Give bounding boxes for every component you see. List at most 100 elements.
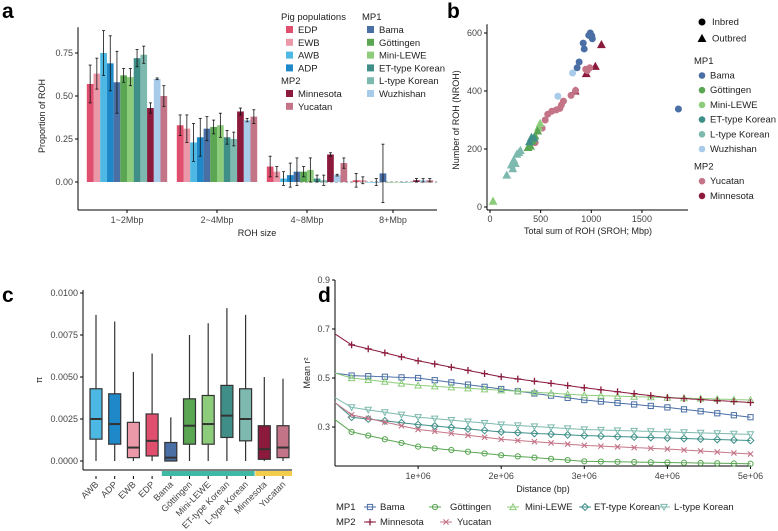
bar-Göttingen <box>386 182 393 183</box>
x-axis-title: Distance (bp) <box>516 484 570 494</box>
y-tick-label: 0.25 <box>55 134 73 144</box>
marker-Mini-LEWE <box>513 387 522 395</box>
point-Minnesota <box>596 39 606 49</box>
marker-Bama <box>747 414 754 421</box>
marker-Minnesota <box>381 349 389 357</box>
legend-label: Minnesota <box>380 517 425 528</box>
group-band-MP2 <box>255 471 292 476</box>
box-Yucatan <box>276 425 290 459</box>
point-Minnesota <box>590 61 600 70</box>
box-ADP <box>108 393 122 445</box>
panel-a-bar-chart: 0.00 0.25 0.50 0.75 1~2Mbp 2~4Mbp 4~8Mbp 8+Mbp R… <box>37 12 445 238</box>
marker-ET-type Korean <box>530 429 539 438</box>
y-tick-label: 400 <box>467 86 482 96</box>
marker-Göttingen <box>680 459 688 466</box>
marker-L-type Korean <box>680 429 688 437</box>
x-tick-label: 4~8Mbp <box>291 215 324 225</box>
marker-ET-type Korean <box>696 434 705 444</box>
point-Wuzhishan <box>569 69 577 77</box>
marker-Mini-LEWE <box>596 391 605 399</box>
y-tick-label: 200 <box>467 144 482 154</box>
marker-ET-type Korean <box>563 430 572 439</box>
legend-label: L-type Korean <box>674 502 734 513</box>
marker-Minnesota <box>630 390 638 398</box>
point-Yucatan <box>544 110 552 118</box>
line-Bama <box>334 372 751 418</box>
legend-label: Wuzhishan <box>379 89 426 100</box>
legend-swatch-Göttingen <box>367 38 374 46</box>
panel-letter-b: b <box>447 0 460 23</box>
bar-Yucatan <box>250 116 258 182</box>
point-Yucatan <box>572 86 580 94</box>
bar-L-type Korean <box>230 139 238 182</box>
point-Bama <box>585 31 593 39</box>
marker-Bama <box>697 408 704 415</box>
line-ET-type Korean <box>334 402 751 441</box>
legend-swatch-EWB <box>286 38 293 46</box>
marker-L-type Korean <box>746 431 755 439</box>
legend-label: Bama <box>380 502 406 513</box>
legend-dot-Mini-LEWE <box>698 101 706 109</box>
bar-Wuzhishan <box>153 78 161 182</box>
marker-Bama <box>365 373 372 380</box>
marker-L-type Korean <box>530 423 539 431</box>
legend-swatch-L-type Korean <box>367 77 374 85</box>
marker-L-type Korean <box>513 422 522 430</box>
marker-ET-type Korean <box>679 434 689 443</box>
point-Mini-LEWE <box>488 196 498 205</box>
legend-title: MP1 <box>336 502 356 513</box>
bar-Yucatan <box>340 163 348 182</box>
x-tick-label: ADP <box>99 479 119 499</box>
marker-Mini-LEWE <box>630 392 639 400</box>
marker-Mini-LEWE <box>646 392 655 401</box>
legend-dot-Göttingen <box>698 86 706 94</box>
marker-Mini-LEWE <box>547 389 556 397</box>
bar-EDP <box>86 83 94 182</box>
marker-L-type Korean <box>397 411 406 419</box>
marker-L-type Korean <box>414 414 423 422</box>
bar-Yucatan <box>160 96 168 182</box>
marker-Göttingen <box>464 448 472 455</box>
legend-label: Yucatan <box>298 102 332 113</box>
box-ET-type Korean <box>220 384 234 439</box>
legend-label: Minnesota <box>710 191 755 202</box>
marker-Minnesota <box>547 380 555 387</box>
marker-Mini-LEWE <box>613 391 622 400</box>
marker-L-type Korean <box>663 428 672 437</box>
bar-L-type Korean <box>406 182 414 183</box>
legend-swatch-AWB <box>286 51 293 59</box>
y-axis-title: Mean r² <box>302 357 312 388</box>
marker-Minnesota <box>647 392 655 400</box>
box-Bama <box>164 441 178 462</box>
point-Bama <box>573 64 581 72</box>
marker-Mini-LEWE <box>463 384 472 392</box>
x-tick-label: 2~4Mbp <box>201 215 234 225</box>
bar-EWB <box>183 128 191 182</box>
panel-letter-a: a <box>2 0 14 23</box>
marker-L-type Korean <box>430 415 439 423</box>
legend-label: Göttingen <box>710 85 751 96</box>
legend-title: MP2 <box>281 76 301 87</box>
bar-ADP <box>106 63 114 182</box>
bar-Wuzhishan <box>243 120 251 182</box>
bar-Minnesota <box>237 111 244 182</box>
marker-ET-type Korean <box>713 435 722 444</box>
marker-L-type Korean <box>646 428 655 436</box>
legend-swatch-ET-type Korean <box>367 64 374 72</box>
legend-marker-Yucatan <box>443 519 449 525</box>
marker-Mini-LEWE <box>563 390 572 398</box>
marker-L-type Korean <box>613 427 622 435</box>
point-Bama <box>674 105 682 113</box>
bar-ET-type Korean <box>399 182 407 183</box>
marker-Bama <box>730 412 737 419</box>
legend-label: ADP <box>298 63 318 74</box>
legend-label: EWB <box>298 38 320 49</box>
marker-Minnesota <box>597 386 605 394</box>
legend-marker-ET-type Korean <box>580 502 590 512</box>
marker-Bama <box>564 394 571 401</box>
legend-marker-L-type Korean <box>660 503 668 512</box>
point-Yucatan <box>567 91 575 99</box>
marker-Bama <box>415 374 422 382</box>
marker-Mini-LEWE <box>497 386 506 394</box>
box-L-type Korean <box>239 388 253 442</box>
